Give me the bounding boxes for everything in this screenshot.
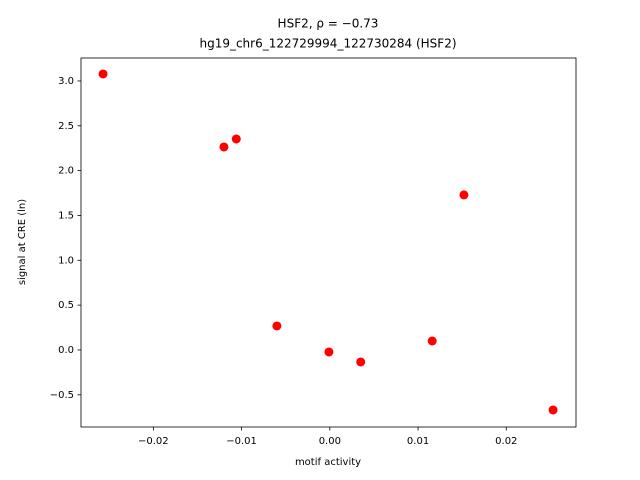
y-tick-label: 0.5 xyxy=(58,300,74,311)
point xyxy=(324,347,334,357)
point xyxy=(548,405,558,415)
point xyxy=(356,357,366,367)
chart-title: HSF2, ρ = −0.73 xyxy=(278,17,379,31)
x-tick-label: −0.01 xyxy=(226,436,257,447)
point xyxy=(231,134,241,144)
point xyxy=(219,142,229,152)
y-tick-label: −0.5 xyxy=(50,390,74,401)
y-axis-label: signal at CRE (ln) xyxy=(17,199,28,285)
point xyxy=(427,336,437,346)
x-tick-label: −0.02 xyxy=(138,436,169,447)
x-axis-label: motif activity xyxy=(295,457,361,468)
y-tick-label: 3.0 xyxy=(58,76,74,87)
point xyxy=(98,69,108,79)
point xyxy=(272,321,282,331)
y-tick-label: 1.5 xyxy=(58,210,74,221)
y-tick-label: 1.0 xyxy=(58,255,74,266)
x-tick-label: 0.00 xyxy=(319,436,341,447)
plot-frame xyxy=(80,57,577,428)
point xyxy=(459,190,469,200)
x-tick-label: 0.01 xyxy=(407,436,429,447)
y-tick-label: 0.0 xyxy=(58,345,74,356)
y-tick-label: 2.5 xyxy=(58,121,74,132)
chart-subtitle: hg19_chr6_122729994_122730284 (HSF2) xyxy=(199,37,456,51)
x-tick-label: 0.02 xyxy=(495,436,517,447)
y-tick-label: 2.0 xyxy=(58,166,74,177)
